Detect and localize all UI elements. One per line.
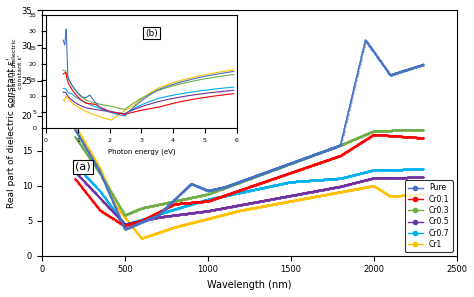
Y-axis label: Real part of dielectric constant ε': Real part of dielectric constant ε' xyxy=(7,58,16,208)
Legend: Pure, Cr0.1, Cr0.3, Cr0.5, Cr0.7, Cr1: Pure, Cr0.1, Cr0.3, Cr0.5, Cr0.7, Cr1 xyxy=(405,180,453,252)
X-axis label: Wavelength (nm): Wavelength (nm) xyxy=(207,280,292,290)
Text: (a): (a) xyxy=(75,162,91,172)
